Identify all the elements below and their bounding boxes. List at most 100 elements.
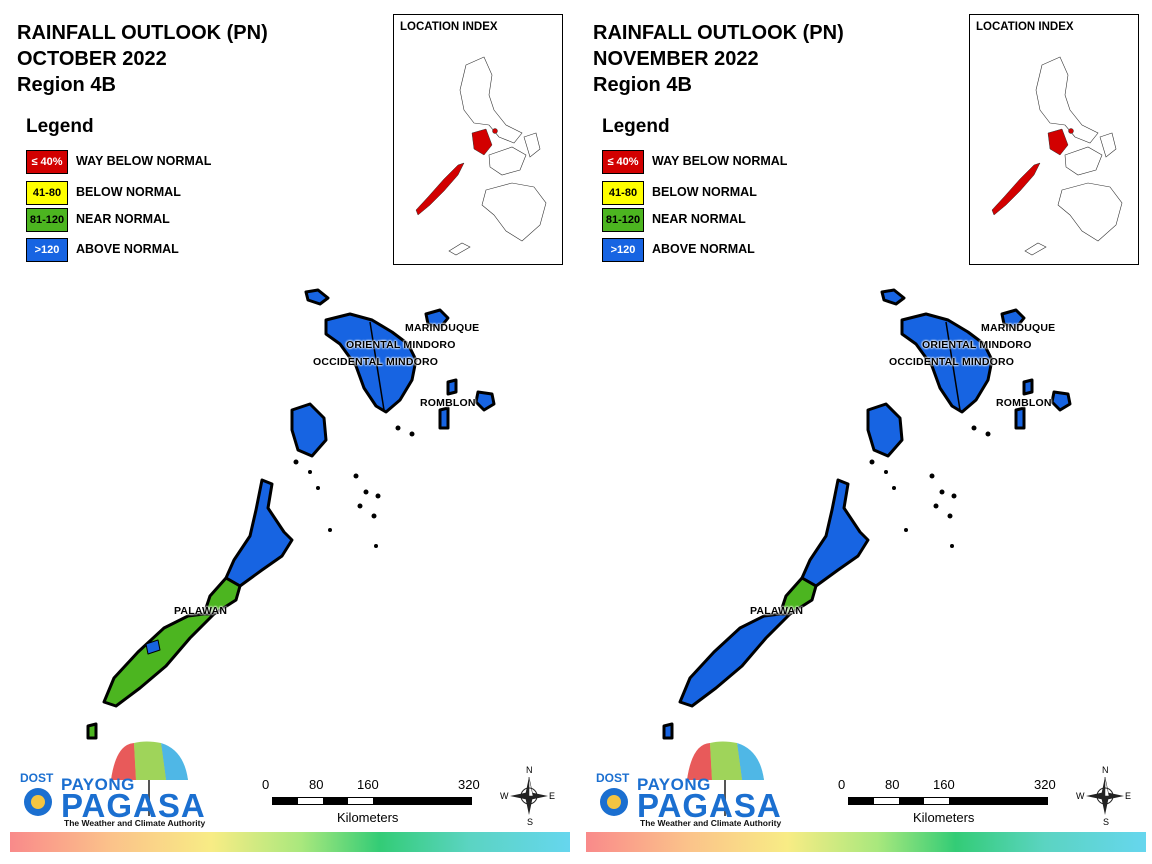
label-palawan: PALAWAN	[750, 605, 804, 617]
legend-swatch: 41-80	[602, 181, 644, 205]
mindoro-boundary	[945, 321, 961, 411]
mindoro-highlight	[1047, 128, 1069, 156]
compass-s: S	[1103, 817, 1110, 827]
romblon-island	[438, 406, 450, 430]
title-line: RAINFALL OUTLOOK (PN)	[17, 22, 268, 44]
region-line: Region 4B	[17, 74, 116, 96]
palawan-north	[224, 478, 294, 588]
region-4b-map	[662, 288, 1072, 740]
samar-shape	[523, 132, 541, 158]
compass-s: S	[527, 817, 534, 827]
compass-icon	[1086, 776, 1124, 815]
location-index-inset: LOCATION INDEX	[393, 14, 563, 265]
legend-swatch: ≤ 40%	[602, 150, 644, 174]
location-index-inset: LOCATION INDEX	[969, 14, 1139, 265]
romblon-island	[1014, 406, 1026, 430]
palawan-south	[102, 612, 216, 708]
legend-swatch: 41-80	[26, 181, 68, 205]
luzon-shape	[459, 56, 523, 144]
north-arrow: N S E W	[500, 765, 558, 827]
visayas-shape	[488, 146, 527, 176]
romblon-island	[474, 390, 496, 412]
legend-label: ABOVE NORMAL	[76, 242, 179, 256]
calamian-island	[290, 402, 328, 458]
scale-tick: 80	[309, 777, 324, 792]
lubang-island	[304, 288, 330, 306]
label-romblon: ROMBLON	[996, 397, 1052, 409]
marinduque-highlight	[1068, 128, 1074, 134]
palawan-highlight	[991, 162, 1041, 216]
payong-pagasa-logo: DOST PAYONG PAGASA The Weather and Clima…	[592, 740, 781, 830]
lubang-island	[880, 288, 906, 306]
label-romblon: ROMBLON	[420, 397, 476, 409]
mindoro-boundary	[369, 321, 385, 411]
scale-bar-segments	[848, 797, 1048, 805]
month-line: OCTOBER 2022	[17, 48, 167, 70]
sulu-shape	[448, 242, 471, 256]
philippines-inset-map	[991, 56, 1123, 256]
palawan-north	[800, 478, 870, 588]
region-4b-map	[86, 288, 496, 740]
label-marinduque: MARINDUQUE	[981, 322, 1056, 334]
palawan-blue-patch	[145, 639, 161, 655]
compass-e: E	[1125, 791, 1132, 801]
logo-pagasa-text: PAGASA	[61, 787, 206, 824]
romblon-island	[446, 378, 458, 396]
panel-title: RAINFALL OUTLOOK (PN) OCTOBER 2022 Regio…	[17, 20, 268, 98]
footer-gradient-bar	[10, 832, 570, 852]
logo-payong-text: PAYONG	[61, 775, 135, 794]
compass-w: W	[500, 791, 509, 801]
legend-title: Legend	[602, 116, 670, 137]
label-palawan: PALAWAN	[174, 605, 228, 617]
mindoro-highlight	[471, 128, 493, 156]
sulu-shape	[1024, 242, 1047, 256]
scale-tick: 320	[1034, 777, 1056, 792]
location-index-title: LOCATION INDEX	[976, 21, 1074, 33]
balabac-island	[86, 722, 98, 740]
label-occidental-mindoro: OCCIDENTAL MINDORO	[889, 356, 1015, 368]
philippines-inset-map	[415, 56, 547, 256]
region-line: Region 4B	[593, 74, 692, 96]
legend-swatch: 81-120	[602, 208, 644, 232]
month-line: NOVEMBER 2022	[593, 48, 759, 70]
compass-n: N	[526, 765, 533, 775]
umbrella-icon	[24, 741, 188, 816]
palawan-south	[678, 612, 792, 708]
legend-label: WAY BELOW NORMAL	[76, 154, 212, 168]
label-marinduque: MARINDUQUE	[405, 322, 480, 334]
marinduque-highlight	[492, 128, 498, 134]
label-oriental-mindoro: ORIENTAL MINDORO	[922, 339, 1032, 351]
payong-pagasa-logo: DOST PAYONG PAGASA The Weather and Clima…	[16, 740, 205, 830]
scale-tick: 320	[458, 777, 480, 792]
luzon-shape	[1035, 56, 1099, 144]
outlook-panel-november: RAINFALL OUTLOOK (PN) NOVEMBER 2022 Regi…	[576, 0, 1152, 864]
label-occidental-mindoro: OCCIDENTAL MINDORO	[313, 356, 439, 368]
compass-n: N	[1102, 765, 1109, 775]
compass-e: E	[549, 791, 556, 801]
scale-tick: 160	[933, 777, 955, 792]
outlook-panel-october: RAINFALL OUTLOOK (PN) OCTOBER 2022 Regio…	[10, 14, 570, 852]
logo-tagline: The Weather and Climate Authority	[640, 818, 782, 828]
title-line: RAINFALL OUTLOOK (PN)	[593, 22, 844, 44]
samar-shape	[1099, 132, 1117, 158]
logo-pagasa-text: PAGASA	[637, 787, 782, 824]
legend-title: Legend	[26, 116, 94, 137]
palawan-highlight	[415, 162, 465, 216]
footer-gradient-bar	[586, 832, 1146, 852]
compass-w: W	[1076, 791, 1085, 801]
scale-bar: 0 80 160 320 Kilometers	[262, 777, 482, 827]
visayas-shape	[1064, 146, 1103, 176]
legend-swatch: 81-120	[26, 208, 68, 232]
location-index-title: LOCATION INDEX	[400, 21, 498, 33]
romblon-island	[1050, 390, 1072, 412]
mindoro-island	[900, 312, 994, 414]
marinduque-island	[1000, 308, 1026, 330]
logo-dost-text: DOST	[596, 771, 630, 785]
mindanao-shape	[481, 182, 547, 242]
marinduque-island	[424, 308, 450, 330]
compass-icon	[510, 776, 548, 815]
legend-label: NEAR NORMAL	[652, 212, 746, 226]
logo-dost-text: DOST	[20, 771, 54, 785]
calamian-island	[866, 402, 904, 458]
scale-tick: 80	[885, 777, 900, 792]
